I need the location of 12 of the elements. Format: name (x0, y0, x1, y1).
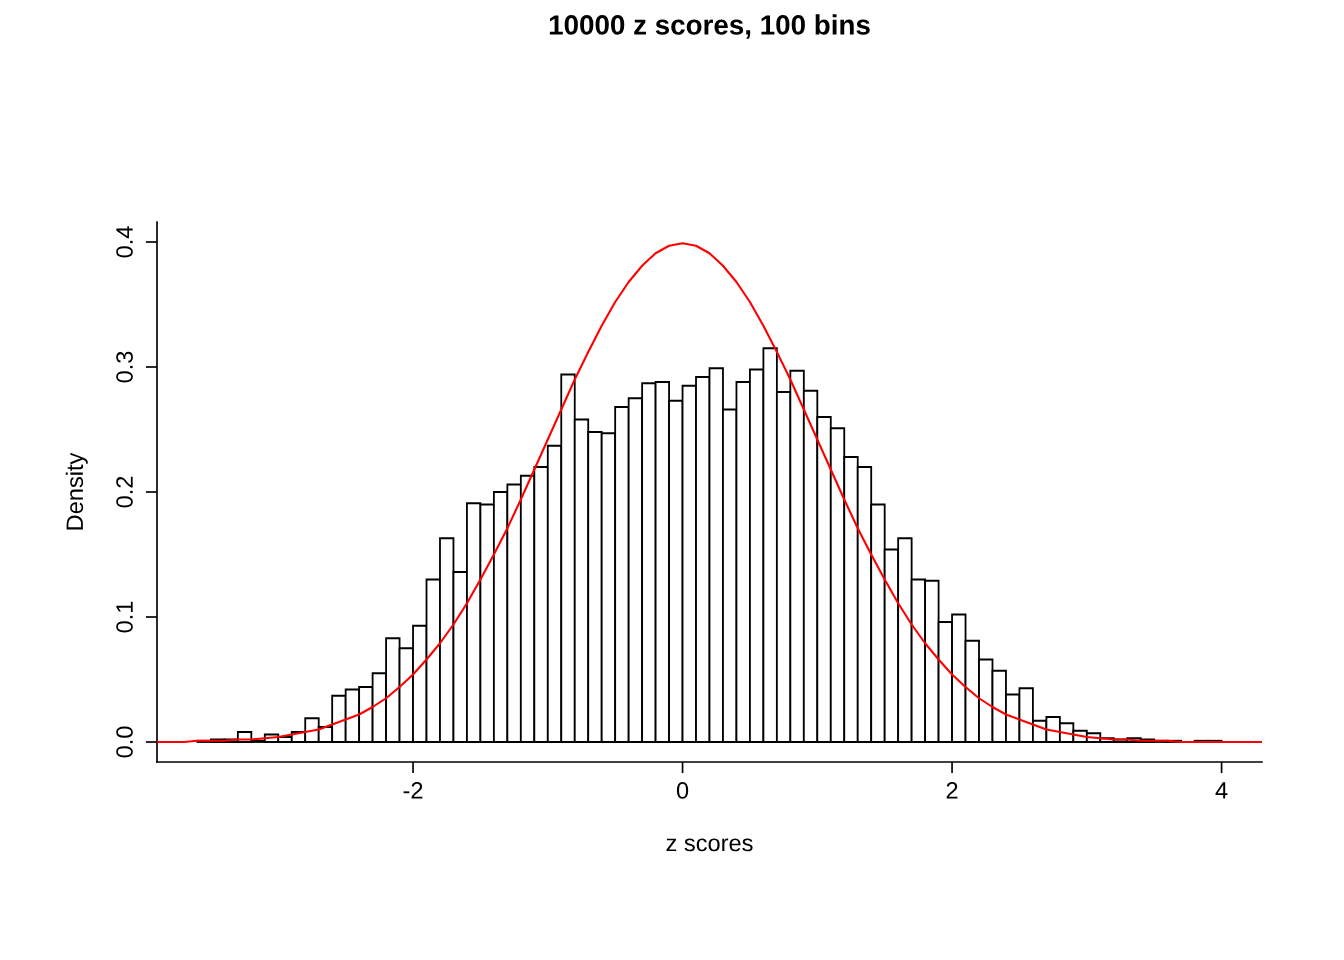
y-tick-label: 0.2 (116, 476, 133, 508)
x-tick-label: 4 (1215, 782, 1228, 799)
y-tick-label: 0.4 (116, 226, 133, 258)
y-tick-label: 0.3 (116, 351, 133, 383)
y-axis-title: Density (65, 452, 88, 530)
x-tick-label: 0 (676, 782, 689, 799)
x-tick-label: 2 (946, 782, 958, 799)
chart-title: 10000 z scores, 100 bins (549, 14, 870, 39)
y-tick-label: 0.1 (116, 601, 133, 633)
x-tick-label: -2 (403, 782, 423, 799)
y-tick-label: 0.0 (116, 726, 133, 758)
x-axis-title: z scores (666, 838, 753, 852)
